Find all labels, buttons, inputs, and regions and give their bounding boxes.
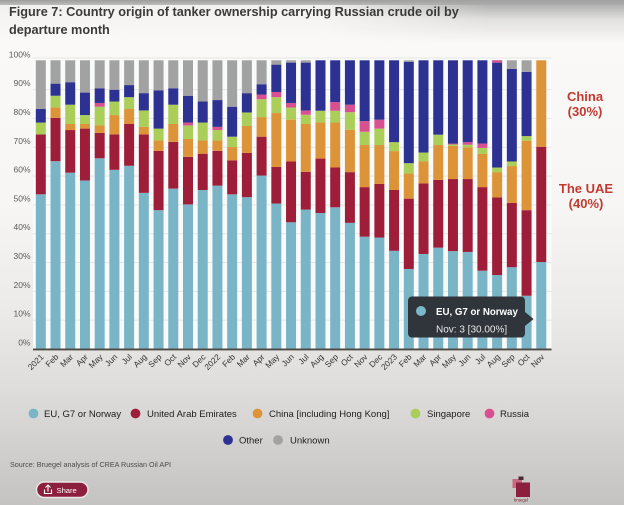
svg-text:Russia: Russia xyxy=(500,409,530,420)
svg-text:Apr: Apr xyxy=(427,352,443,368)
svg-text:60%: 60% xyxy=(13,165,30,175)
svg-text:20%: 20% xyxy=(13,280,30,290)
svg-text:Jun: Jun xyxy=(103,352,120,369)
svg-text:Jun: Jun xyxy=(279,352,296,369)
svg-text:Apr: Apr xyxy=(74,352,90,368)
svg-text:70%: 70% xyxy=(13,136,30,146)
svg-text:EU, G7 or Norway: EU, G7 or Norway xyxy=(44,409,121,420)
svg-text:Feb: Feb xyxy=(220,352,237,369)
svg-text:80%: 80% xyxy=(13,107,30,117)
svg-text:Unknown: Unknown xyxy=(290,436,330,447)
svg-text:Mar: Mar xyxy=(58,352,75,369)
svg-text:United Arab Emirates: United Arab Emirates xyxy=(147,409,237,420)
svg-text:Oct: Oct xyxy=(162,351,179,368)
svg-text:100%: 100% xyxy=(9,49,31,59)
svg-text:Oct: Oct xyxy=(515,351,532,368)
svg-text:Sep: Sep xyxy=(499,352,517,370)
svg-text:Nov: Nov xyxy=(529,351,547,369)
svg-text:Sep: Sep xyxy=(323,352,341,370)
svg-text:40%: 40% xyxy=(13,222,30,232)
svg-text:Aug: Aug xyxy=(485,352,503,370)
svg-text:bruegel: bruegel xyxy=(514,498,528,503)
svg-text:Share: Share xyxy=(57,486,77,495)
svg-text:China [including Hong Kong]: China [including Hong Kong] xyxy=(269,409,389,420)
svg-text:10%: 10% xyxy=(13,309,30,319)
svg-text:Feb: Feb xyxy=(43,352,60,369)
svg-text:0%: 0% xyxy=(18,338,31,348)
svg-text:(30%): (30%) xyxy=(568,104,603,119)
svg-text:Source: Bruegel analysis of CR: Source: Bruegel analysis of CREA Russian… xyxy=(10,460,171,469)
svg-text:Nov: 3 [30.00%]: Nov: 3 [30.00%] xyxy=(436,325,507,336)
svg-text:The UAE: The UAE xyxy=(559,181,614,196)
svg-text:Other: Other xyxy=(239,436,263,447)
svg-text:Singapore: Singapore xyxy=(427,409,470,420)
svg-text:Oct: Oct xyxy=(339,351,356,368)
svg-text:Apr: Apr xyxy=(250,352,266,368)
svg-text:Jun: Jun xyxy=(456,352,473,369)
svg-text:Feb: Feb xyxy=(397,352,414,369)
svg-text:Mar: Mar xyxy=(235,352,252,369)
svg-text:(40%): (40%) xyxy=(569,196,604,211)
svg-text:China: China xyxy=(567,89,604,104)
svg-text:90%: 90% xyxy=(13,78,30,88)
svg-text:30%: 30% xyxy=(13,251,30,261)
svg-text:50%: 50% xyxy=(13,193,30,203)
svg-text:Sep: Sep xyxy=(146,352,164,370)
svg-text:EU, G7 or Norway: EU, G7 or Norway xyxy=(436,307,518,318)
svg-text:Mar: Mar xyxy=(411,352,428,369)
svg-text:Aug: Aug xyxy=(131,352,149,370)
svg-text:Aug: Aug xyxy=(308,352,326,370)
